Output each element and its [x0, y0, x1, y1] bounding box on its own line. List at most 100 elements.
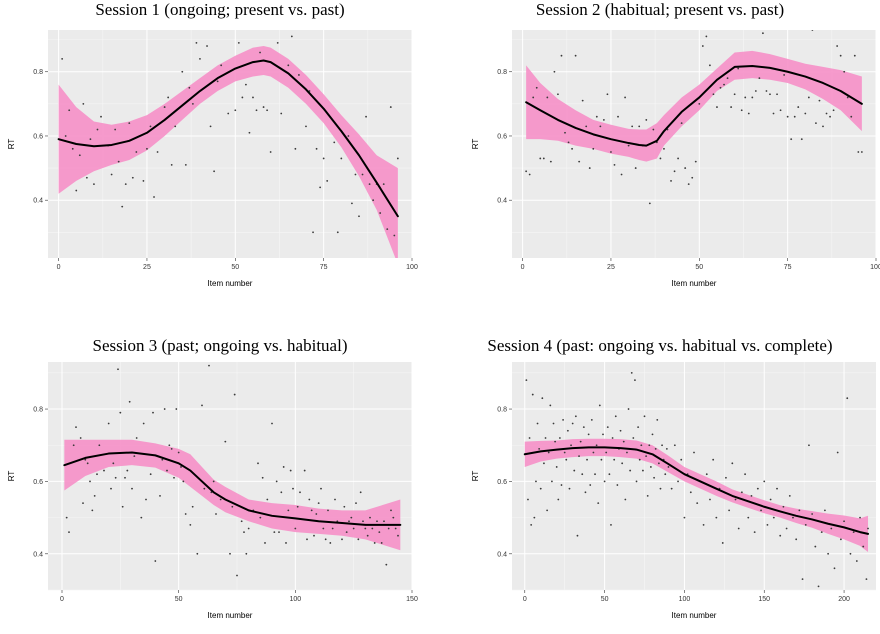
data-point	[163, 408, 166, 410]
data-point	[643, 415, 646, 418]
data-point	[373, 542, 376, 544]
data-point	[64, 135, 67, 137]
data-point	[357, 538, 360, 541]
data-point	[677, 480, 679, 483]
data-point	[640, 444, 643, 447]
data-point	[762, 32, 764, 35]
data-point	[850, 115, 853, 118]
data-point	[112, 462, 115, 465]
data-point	[595, 444, 598, 447]
data-point	[305, 125, 307, 128]
data-point	[163, 106, 166, 108]
x-tick-label: 50	[231, 264, 239, 271]
x-tick-label: 75	[320, 264, 328, 271]
data-point	[86, 462, 89, 465]
data-point	[154, 560, 157, 562]
data-point	[621, 462, 624, 465]
data-point	[558, 437, 561, 439]
data-point	[117, 368, 119, 371]
x-tick-label: 150	[406, 596, 418, 603]
data-point	[586, 458, 588, 461]
data-point	[348, 520, 350, 523]
data-point	[264, 542, 266, 544]
data-point	[730, 106, 733, 108]
data-point	[189, 523, 192, 526]
smooth-line	[57, 59, 399, 218]
data-point	[734, 498, 737, 501]
data-point	[390, 509, 392, 512]
data-point	[294, 147, 297, 150]
data-point	[262, 106, 265, 108]
data-point	[629, 469, 632, 472]
data-point	[859, 516, 861, 519]
data-point	[93, 183, 95, 186]
data-point	[833, 567, 836, 570]
data-point	[731, 462, 734, 465]
data-point	[635, 480, 638, 483]
data-point	[804, 112, 807, 115]
data-point	[533, 516, 536, 519]
data-point	[371, 527, 374, 530]
data-point	[744, 96, 747, 99]
data-point	[737, 527, 740, 530]
data-point	[78, 154, 81, 157]
y-tick-label: 0.6	[33, 133, 43, 140]
scatter-plot-session-3: 0 50 100 150 0.4 0.6 0.8 Item number RT	[7, 362, 418, 620]
data-point	[203, 487, 206, 490]
data-point	[576, 534, 579, 537]
data-point	[602, 119, 605, 121]
data-point	[716, 106, 718, 108]
data-point	[811, 30, 814, 31]
data-point	[705, 35, 708, 38]
data-point	[836, 451, 839, 454]
data-point	[790, 138, 793, 141]
data-point	[568, 487, 571, 490]
data-point	[566, 429, 569, 432]
data-point	[334, 498, 336, 501]
x-tick-label: 200	[838, 596, 850, 603]
data-point	[255, 109, 258, 112]
data-point	[606, 426, 609, 429]
data-point	[103, 469, 105, 472]
data-point	[91, 509, 94, 512]
data-point	[535, 480, 537, 483]
data-point	[585, 125, 588, 128]
data-point	[327, 509, 329, 512]
data-point	[592, 451, 595, 454]
data-point	[168, 444, 171, 447]
data-point	[670, 487, 673, 490]
x-tick-label: 0	[60, 596, 64, 603]
data-point	[240, 520, 243, 523]
y-tick-label: 0.8	[33, 407, 43, 414]
x-axis-title: Item number	[208, 279, 253, 288]
data-point	[611, 437, 614, 439]
data-point	[758, 77, 761, 80]
data-point	[574, 54, 577, 57]
data-point	[567, 141, 570, 144]
data-point	[820, 531, 823, 533]
data-point	[215, 513, 217, 515]
x-axis-title: Item number	[208, 611, 253, 620]
data-point	[98, 444, 101, 447]
data-point	[645, 455, 648, 457]
data-point	[126, 469, 129, 472]
data-point	[597, 502, 600, 505]
data-point	[620, 173, 623, 176]
data-point	[85, 176, 88, 179]
data-point	[565, 458, 568, 461]
x-tick-label: 50	[695, 264, 703, 271]
data-point	[354, 173, 357, 176]
data-point	[347, 135, 350, 137]
y-tick-label: 0.6	[497, 133, 507, 140]
data-point	[728, 509, 731, 512]
y-tick-label: 0.6	[33, 479, 43, 486]
data-point	[599, 125, 602, 128]
data-point	[199, 58, 201, 60]
data-point	[798, 509, 801, 512]
data-point	[326, 180, 329, 182]
data-point	[634, 379, 636, 381]
data-point	[687, 183, 690, 186]
data-point	[709, 64, 711, 67]
x-tick-label: 100	[870, 264, 880, 271]
data-point	[394, 527, 397, 530]
